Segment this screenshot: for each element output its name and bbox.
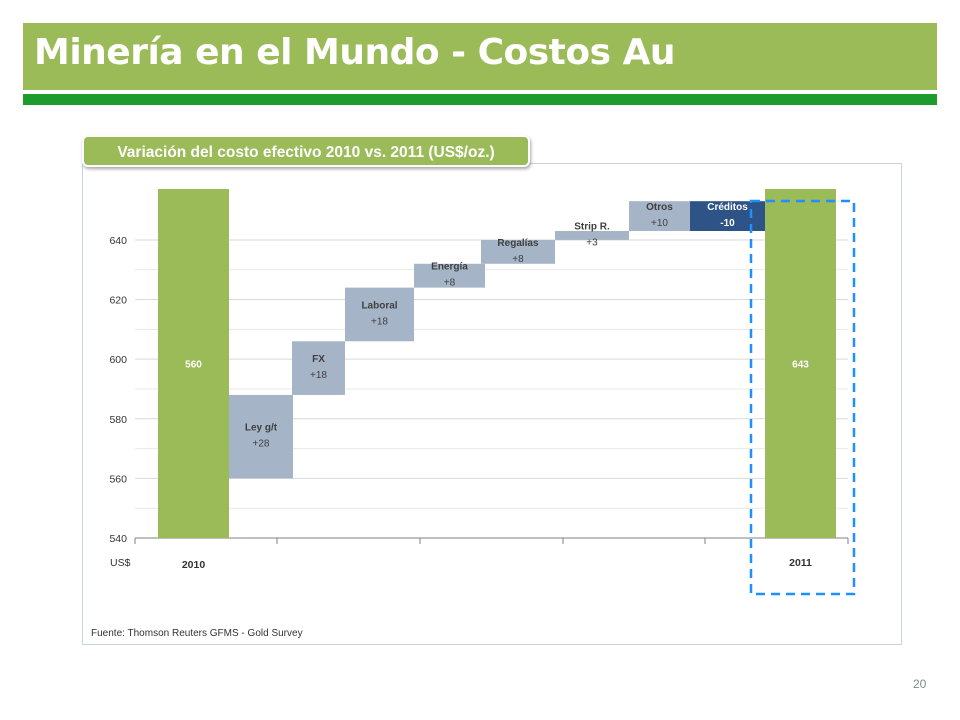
y-tick-label: 560	[109, 473, 127, 485]
title-underline	[23, 94, 937, 105]
waterfall-bar-9	[765, 189, 836, 538]
waterfall-bar-2	[292, 341, 345, 395]
bar-value-label: +10	[651, 218, 668, 229]
bar-value-label: +18	[371, 316, 388, 327]
x-group-label: 2011	[789, 557, 812, 569]
highlight-box	[749, 199, 856, 596]
y-tick-label: 600	[109, 354, 127, 366]
source-note: Fuente: Thomson Reuters GFMS - Gold Surv…	[91, 628, 303, 639]
bar-value-label: +18	[310, 370, 327, 381]
bar-value-label: +3	[586, 237, 598, 248]
title-bar	[23, 23, 937, 90]
bar-category-label: Otros	[646, 202, 673, 213]
bar-value-label: -10	[720, 218, 735, 229]
y-tick-label: 620	[109, 295, 127, 307]
waterfall-bar-1	[229, 394, 293, 479]
y-tick-label: 540	[109, 533, 127, 545]
waterfall-bar-4	[414, 263, 485, 288]
bar-category-label: Energía	[431, 262, 468, 273]
y-tick-label: 640	[109, 235, 127, 247]
bar-value-label: 643	[792, 360, 809, 371]
bar-category-label: Regalías	[497, 238, 539, 249]
waterfall-bar-8	[690, 201, 765, 231]
bar-value-label: 560	[185, 360, 202, 371]
bar-category-label: Ley g/t	[245, 423, 278, 434]
bar-value-label: +28	[253, 439, 270, 450]
bar-category-label: Strip R.	[574, 221, 610, 232]
slide-title: Minería en el Mundo - Costos Au	[34, 32, 676, 73]
bar-category-label: Créditos	[707, 202, 748, 213]
y-tick-label: 580	[109, 414, 127, 426]
y-unit-label: US$	[110, 557, 131, 569]
bar-category-label: FX	[312, 354, 325, 365]
bar-value-label: +8	[512, 254, 524, 265]
chart-subtitle: Variación del costo efectivo 2010 vs. 20…	[82, 135, 530, 167]
page-number: 20	[913, 677, 927, 691]
waterfall-bar-7	[629, 201, 690, 231]
waterfall-bar-6	[555, 231, 629, 240]
x-group-label: 2010	[182, 559, 206, 571]
bar-value-label: +8	[444, 278, 456, 289]
waterfall-bar-0	[158, 189, 229, 538]
bar-category-label: Laboral	[361, 300, 397, 311]
waterfall-bar-3	[345, 287, 414, 342]
waterfall-bar-5	[481, 239, 555, 264]
